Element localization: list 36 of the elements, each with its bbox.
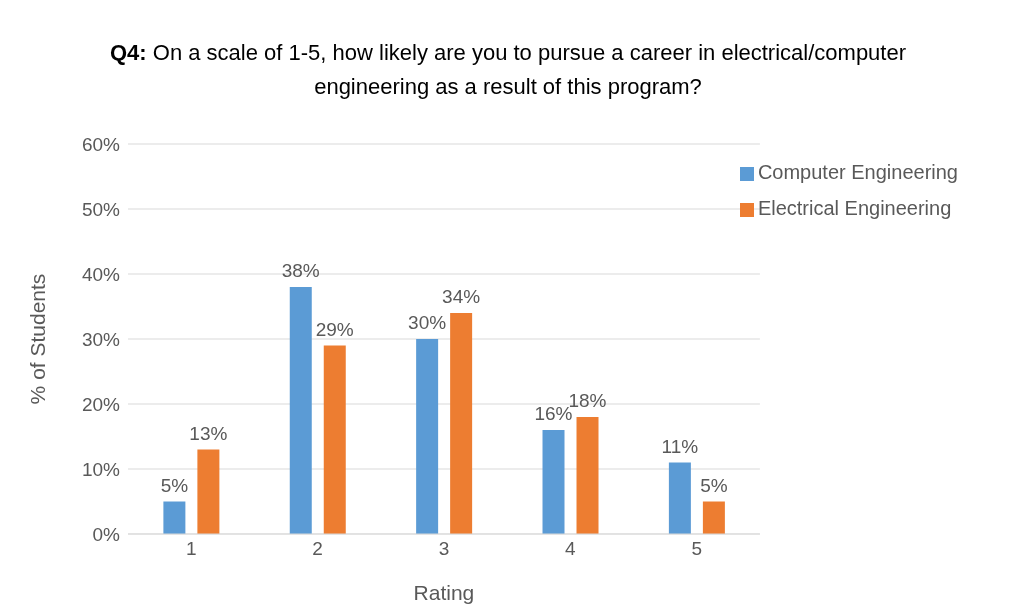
bar <box>702 501 725 534</box>
legend-label: Electrical Engineering <box>757 197 952 219</box>
bar <box>576 417 599 534</box>
data-label: 11% <box>661 435 699 457</box>
legend-label: Computer Engineering <box>757 161 958 183</box>
x-tick-label: 3 <box>438 538 450 560</box>
y-tick-label: 50% <box>81 198 121 220</box>
y-tick-label: 10% <box>81 458 121 480</box>
y-tick-label: 60% <box>81 133 121 155</box>
y-tick-label: 0% <box>92 523 121 545</box>
bar <box>542 430 565 534</box>
bar <box>289 287 312 534</box>
y-axis-title: % of Students <box>26 273 50 405</box>
y-tick-label: 40% <box>81 263 121 285</box>
bar <box>668 462 691 534</box>
x-tick-label: 5 <box>691 538 702 560</box>
data-label: 38% <box>281 260 320 281</box>
x-tick-label: 1 <box>185 538 197 560</box>
x-tick-label: 4 <box>565 538 577 560</box>
y-tick-label: 20% <box>81 393 121 415</box>
bar <box>197 449 220 534</box>
x-axis-title: Rating <box>413 581 475 604</box>
bar <box>163 501 186 534</box>
data-label: 5% <box>700 474 728 496</box>
bar <box>450 313 473 534</box>
data-label: 29% <box>315 318 354 340</box>
bar <box>323 345 346 534</box>
data-label: 13% <box>189 422 228 444</box>
y-tick-label: 30% <box>81 328 121 350</box>
bar <box>416 339 439 534</box>
data-label: 30% <box>408 312 447 333</box>
data-label: 18% <box>568 390 607 411</box>
data-label: 5% <box>160 474 189 496</box>
data-label: 34% <box>442 286 481 307</box>
x-tick-label: 2 <box>312 538 323 560</box>
chart-title: Q4: On a scale of 1-5, how likely are you to pursue a career in electrical/computer engineering as a result of this program? <box>108 39 908 101</box>
